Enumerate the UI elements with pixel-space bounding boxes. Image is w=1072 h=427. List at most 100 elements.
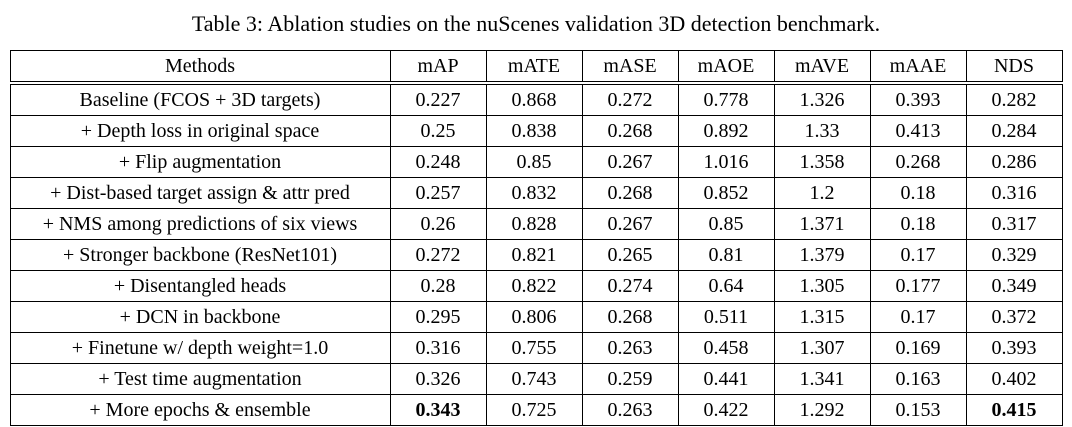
method-cell: + DCN in backbone — [9, 301, 391, 333]
table-row: + More epochs & ensemble 0.343 0.725 0.263 0… — [9, 394, 1063, 426]
metric-value-cell: 0.163 — [869, 363, 967, 395]
metric-value-cell: 0.85 — [677, 208, 775, 240]
column-header-metric: mATE — [485, 50, 583, 85]
metric-value-cell: 0.169 — [869, 332, 967, 364]
metric-value-cell: 0.806 — [485, 301, 583, 333]
metric-value-cell: 0.25 — [389, 115, 487, 147]
metric-value-cell: 0.393 — [869, 82, 967, 116]
metric-value-cell: 0.282 — [965, 82, 1063, 116]
metric-value-cell: 0.415 — [965, 394, 1063, 426]
metric-value-cell: 0.18 — [869, 208, 967, 240]
metric-value-cell: 0.441 — [677, 363, 775, 395]
column-header-metric: mASE — [581, 50, 679, 85]
ablation-table: Methods mAP mATE mASE mAOE mAVE mAAE NDS Baseli… — [9, 50, 1063, 426]
metric-value-cell: 0.821 — [485, 239, 583, 271]
metric-value-cell: 1.016 — [677, 146, 775, 178]
metric-value-cell: 0.274 — [581, 270, 679, 302]
method-cell: Baseline (FCOS + 3D targets) — [9, 82, 391, 116]
metric-value-cell: 0.28 — [389, 270, 487, 302]
metric-value-cell: 0.267 — [581, 146, 679, 178]
table-row: Baseline (FCOS + 3D targets) 0.227 0.868 0.… — [9, 82, 1063, 116]
table-row: + DCN in backbone 0.295 0.806 0.268 0.511 1.3… — [9, 301, 1063, 333]
table-row: + Disentangled heads 0.28 0.822 0.274 0.64 1.… — [9, 270, 1063, 302]
table-row: + Test time augmentation 0.326 0.743 0.259 0… — [9, 363, 1063, 395]
metric-value-cell: 1.305 — [773, 270, 871, 302]
metric-value-cell: 0.295 — [389, 301, 487, 333]
metric-value-cell: 0.263 — [581, 394, 679, 426]
metric-value-cell: 0.268 — [869, 146, 967, 178]
metric-value-cell: 0.326 — [389, 363, 487, 395]
method-cell: + NMS among predictions of six views — [9, 208, 391, 240]
metric-value-cell: 0.852 — [677, 177, 775, 209]
metric-value-cell: 0.725 — [485, 394, 583, 426]
metric-value-cell: 0.268 — [581, 115, 679, 147]
metric-value-cell: 0.317 — [965, 208, 1063, 240]
metric-value-cell: 1.341 — [773, 363, 871, 395]
metric-value-cell: 0.343 — [389, 394, 487, 426]
metric-value-cell: 0.422 — [677, 394, 775, 426]
method-cell: + Depth loss in original space — [9, 115, 391, 147]
metric-value-cell: 0.259 — [581, 363, 679, 395]
method-cell: + Finetune w/ depth weight=1.0 — [9, 332, 391, 364]
metric-value-cell: 0.868 — [485, 82, 583, 116]
table-caption: Table 3: Ablation studies on the nuScene… — [191, 11, 881, 36]
method-cell: + Test time augmentation — [9, 363, 391, 395]
metric-value-cell: 0.268 — [581, 301, 679, 333]
table-body: Baseline (FCOS + 3D targets) 0.227 0.868 0.… — [9, 82, 1063, 426]
metric-value-cell: 0.778 — [677, 82, 775, 116]
table-row: + Dist-based target assign & attr pred 0.… — [9, 177, 1063, 209]
metric-value-cell: 0.18 — [869, 177, 967, 209]
metric-value-cell: 0.413 — [869, 115, 967, 147]
metric-value-cell: 0.372 — [965, 301, 1063, 333]
metric-value-cell: 0.838 — [485, 115, 583, 147]
method-cell: + Dist-based target assign & attr pred — [9, 177, 391, 209]
metric-value-cell: 0.743 — [485, 363, 583, 395]
metric-value-cell: 0.458 — [677, 332, 775, 364]
method-cell: + Flip augmentation — [9, 146, 391, 178]
metric-value-cell: 0.316 — [965, 177, 1063, 209]
metric-value-cell: 0.268 — [581, 177, 679, 209]
metric-value-cell: 0.892 — [677, 115, 775, 147]
metric-value-cell: 0.248 — [389, 146, 487, 178]
metric-value-cell: 0.511 — [677, 301, 775, 333]
metric-value-cell: 0.64 — [677, 270, 775, 302]
metric-value-cell: 0.272 — [581, 82, 679, 116]
metric-value-cell: 0.17 — [869, 239, 967, 271]
method-cell: + More epochs & ensemble — [9, 394, 391, 426]
metric-value-cell: 0.267 — [581, 208, 679, 240]
metric-value-cell: 0.402 — [965, 363, 1063, 395]
metric-value-cell: 0.393 — [965, 332, 1063, 364]
column-header-methods: Methods — [9, 50, 391, 85]
metric-value-cell: 1.371 — [773, 208, 871, 240]
metric-value-cell: 0.329 — [965, 239, 1063, 271]
metric-value-cell: 0.263 — [581, 332, 679, 364]
method-cell: + Disentangled heads — [9, 270, 391, 302]
metric-value-cell: 0.81 — [677, 239, 775, 271]
table-header-row: Methods mAP mATE mASE mAOE mAVE mAAE NDS — [9, 50, 1063, 85]
metric-value-cell: 0.349 — [965, 270, 1063, 302]
metric-value-cell: 0.286 — [965, 146, 1063, 178]
metric-value-cell: 1.326 — [773, 82, 871, 116]
method-cell: + Stronger backbone (ResNet101) — [9, 239, 391, 271]
metric-value-cell: 0.265 — [581, 239, 679, 271]
metric-value-cell: 0.153 — [869, 394, 967, 426]
table-row: + Stronger backbone (ResNet101) 0.272 0.82… — [9, 239, 1063, 271]
metric-value-cell: 0.284 — [965, 115, 1063, 147]
metric-value-cell: 0.257 — [389, 177, 487, 209]
metric-value-cell: 0.177 — [869, 270, 967, 302]
column-header-metric: mAOE — [677, 50, 775, 85]
metric-value-cell: 1.307 — [773, 332, 871, 364]
metric-value-cell: 1.33 — [773, 115, 871, 147]
table-row: + Finetune w/ depth weight=1.0 0.316 0.755… — [9, 332, 1063, 364]
metric-value-cell: 1.292 — [773, 394, 871, 426]
metric-value-cell: 0.227 — [389, 82, 487, 116]
metric-value-cell: 0.316 — [389, 332, 487, 364]
table-row: + NMS among predictions of six views 0.26… — [9, 208, 1063, 240]
metric-value-cell: 0.828 — [485, 208, 583, 240]
table-row: + Depth loss in original space 0.25 0.838 0… — [9, 115, 1063, 147]
metric-value-cell: 1.315 — [773, 301, 871, 333]
metric-value-cell: 0.822 — [485, 270, 583, 302]
column-header-metric: NDS — [965, 50, 1063, 85]
metric-value-cell: 0.26 — [389, 208, 487, 240]
